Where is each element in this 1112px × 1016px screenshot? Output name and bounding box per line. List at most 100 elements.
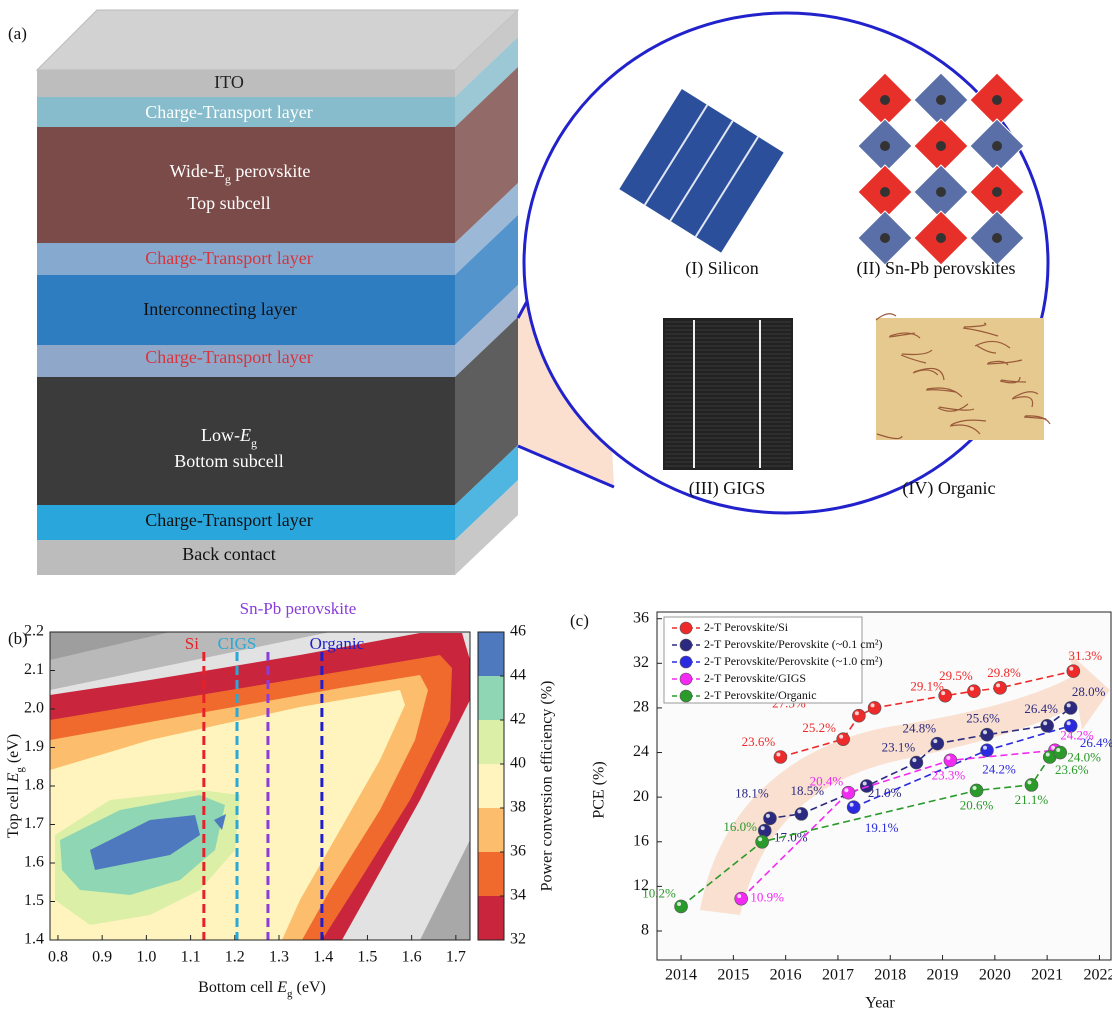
y-tick-label: 12 [633, 877, 649, 894]
value-label: 28.0% [1072, 684, 1106, 699]
colorbar-tick-label: 34 [510, 887, 526, 904]
point [994, 681, 1007, 694]
x-tick-label: 1.1 [181, 949, 201, 966]
point [847, 801, 860, 814]
atom [992, 233, 1002, 243]
figure: (a) ITO Charge-Transport layer Wide-Eg p… [0, 0, 1112, 1016]
x-tick-label: 2018 [874, 967, 906, 984]
y-tick-label: 2.2 [24, 623, 44, 640]
y-tick-label: 1.6 [24, 854, 44, 871]
point [837, 733, 850, 746]
point-highlight [946, 756, 950, 760]
point-highlight [970, 687, 974, 691]
text: (eV) [5, 734, 22, 767]
point-highlight [933, 739, 937, 743]
text: Bottom cell [198, 979, 277, 996]
y-tick-label: 1.7 [24, 815, 44, 832]
legend-label: 2-T Perovskite/Perovskite (~1.0 cm²) [704, 654, 883, 668]
x-tick-label: 2015 [717, 967, 749, 984]
text: Wide-E [170, 161, 225, 181]
text: Bottom subcell [174, 451, 284, 471]
point-highlight [839, 735, 843, 739]
text: Top subcell [187, 193, 270, 213]
point-highlight [1067, 721, 1071, 725]
point-highlight [797, 809, 801, 813]
atom [880, 187, 890, 197]
x-tick-label: 2022 [1083, 967, 1112, 984]
text: Charge-Transport layer [145, 102, 312, 122]
value-label: 16.0% [723, 819, 757, 834]
legend-marker [680, 673, 692, 685]
point-highlight [983, 746, 987, 750]
atom [880, 233, 890, 243]
point-highlight [1067, 703, 1071, 707]
y-tick-label: 20 [633, 788, 649, 805]
colorbar-band [478, 720, 504, 764]
point [735, 892, 748, 905]
legend-marker [680, 656, 692, 668]
colorbar-tick-label: 46 [510, 623, 526, 640]
material-label: (II) Sn-Pb perovskites [857, 258, 1016, 279]
point-highlight [776, 753, 780, 757]
point [1041, 719, 1054, 732]
colorbar-tick-label: 32 [510, 931, 526, 948]
point-highlight [871, 703, 875, 707]
layer [37, 127, 455, 243]
point-highlight [863, 782, 867, 786]
point [981, 728, 994, 741]
text: Charge-Transport layer [145, 347, 312, 367]
y-tick-label: 32 [633, 654, 649, 671]
point [1064, 701, 1077, 714]
point-highlight [1046, 753, 1050, 757]
colorbar-band [478, 852, 504, 896]
layer-label: ITO [214, 72, 244, 92]
x-tick-label: 1.5 [357, 949, 377, 966]
text: E [276, 979, 287, 996]
layer-label: Back contact [182, 544, 275, 564]
point [910, 756, 923, 769]
text: Back contact [182, 544, 275, 564]
colorbar-band [478, 896, 504, 940]
x-axis-label: Bottom cell Eg (eV) [198, 979, 326, 1000]
legend-marker [680, 622, 692, 634]
y-tick-label: 28 [633, 699, 649, 716]
text: Charge-Transport layer [145, 248, 312, 268]
point-highlight [1043, 721, 1047, 725]
y-tick-label: 2.1 [24, 661, 44, 678]
text: perovskite [231, 161, 310, 181]
value-label: 29.8% [987, 665, 1021, 680]
marker-label: Sn-Pb perovskite [240, 599, 357, 618]
atom [936, 95, 946, 105]
value-label: 20.6% [960, 797, 994, 812]
marker-label: Organic [310, 634, 365, 653]
panel-a: (a) ITO Charge-Transport layer Wide-Eg p… [8, 10, 1050, 575]
marker-label: CIGS [218, 634, 257, 653]
point [1054, 746, 1067, 759]
value-label: 24.2% [1060, 727, 1094, 742]
point-highlight [1056, 748, 1060, 752]
atom [936, 141, 946, 151]
colorbar-tick-label: 40 [510, 755, 526, 772]
point [931, 737, 944, 750]
atom [992, 95, 1002, 105]
material-label: (IV) Organic [902, 478, 995, 499]
point [967, 685, 980, 698]
y-axis-label: PCE (%) [591, 761, 608, 818]
panel-label: (c) [570, 611, 589, 630]
y-tick-label: 1.4 [24, 931, 44, 948]
value-label: 23.1% [882, 740, 916, 755]
marker-label: Si [185, 634, 199, 653]
text: Low- [201, 425, 240, 445]
legend-marker [680, 639, 692, 651]
panel-c: (c) Year PCE (%) 23.6%25.2%27.3%28.0%29.… [570, 609, 1112, 1011]
text: Top cell [5, 782, 22, 838]
y-tick-label: 1.8 [24, 777, 44, 794]
x-tick-label: 1.0 [136, 949, 156, 966]
y-tick-label: 1.9 [24, 738, 44, 755]
value-label: 24.0% [1067, 750, 1101, 765]
colorbar-band [478, 764, 504, 808]
point-highlight [850, 803, 854, 807]
value-label: 24.8% [903, 721, 937, 736]
point-highlight [912, 758, 916, 762]
x-tick-label: 1.7 [446, 949, 466, 966]
